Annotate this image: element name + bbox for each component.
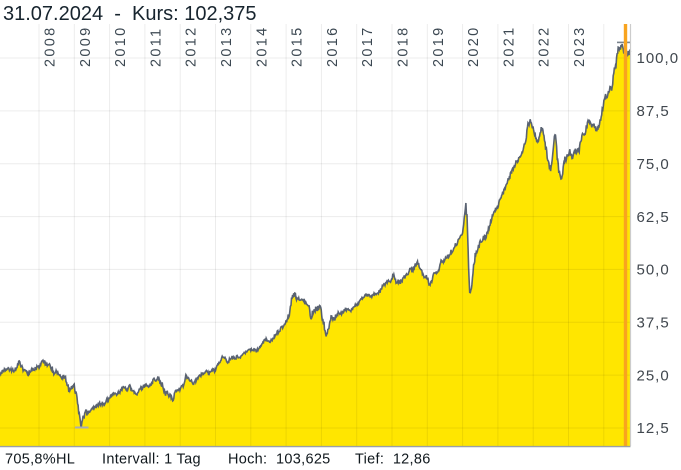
svg-text:Hoch: 103,625: Hoch: 103,625 xyxy=(228,451,331,467)
svg-text:37,5: 37,5 xyxy=(637,315,670,332)
svg-text:Tief: 12,86: Tief: 12,86 xyxy=(355,451,431,467)
svg-text:705,8%HL: 705,8%HL xyxy=(5,451,75,467)
svg-text:50,0: 50,0 xyxy=(637,262,670,279)
svg-text:2010: 2010 xyxy=(113,26,129,67)
svg-text:2008: 2008 xyxy=(43,26,59,67)
svg-text:2012: 2012 xyxy=(184,26,200,67)
svg-text:12,5: 12,5 xyxy=(637,420,670,437)
svg-text:87,5: 87,5 xyxy=(637,103,670,120)
svg-text:2019: 2019 xyxy=(431,26,447,67)
svg-text:31.07.2024 - Kurs: 102,375: 31.07.2024 - Kurs: 102,375 xyxy=(3,3,257,25)
svg-text:75,0: 75,0 xyxy=(637,156,670,173)
svg-text:62,5: 62,5 xyxy=(637,209,670,226)
svg-text:2016: 2016 xyxy=(325,26,341,67)
svg-text:Intervall: 1 Tag: Intervall: 1 Tag xyxy=(102,451,201,467)
svg-text:2018: 2018 xyxy=(396,26,412,67)
svg-text:2023: 2023 xyxy=(572,26,588,67)
svg-text:2022: 2022 xyxy=(537,26,553,67)
svg-text:2020: 2020 xyxy=(466,26,482,67)
svg-text:100,0: 100,0 xyxy=(637,50,680,67)
svg-text:2013: 2013 xyxy=(219,26,235,67)
svg-text:2017: 2017 xyxy=(360,26,376,67)
svg-text:2015: 2015 xyxy=(290,26,306,67)
svg-text:2009: 2009 xyxy=(78,26,94,67)
svg-text:25,0: 25,0 xyxy=(637,367,670,384)
svg-text:2011: 2011 xyxy=(148,27,164,67)
svg-text:2021: 2021 xyxy=(501,26,517,67)
svg-text:2014: 2014 xyxy=(254,26,270,67)
